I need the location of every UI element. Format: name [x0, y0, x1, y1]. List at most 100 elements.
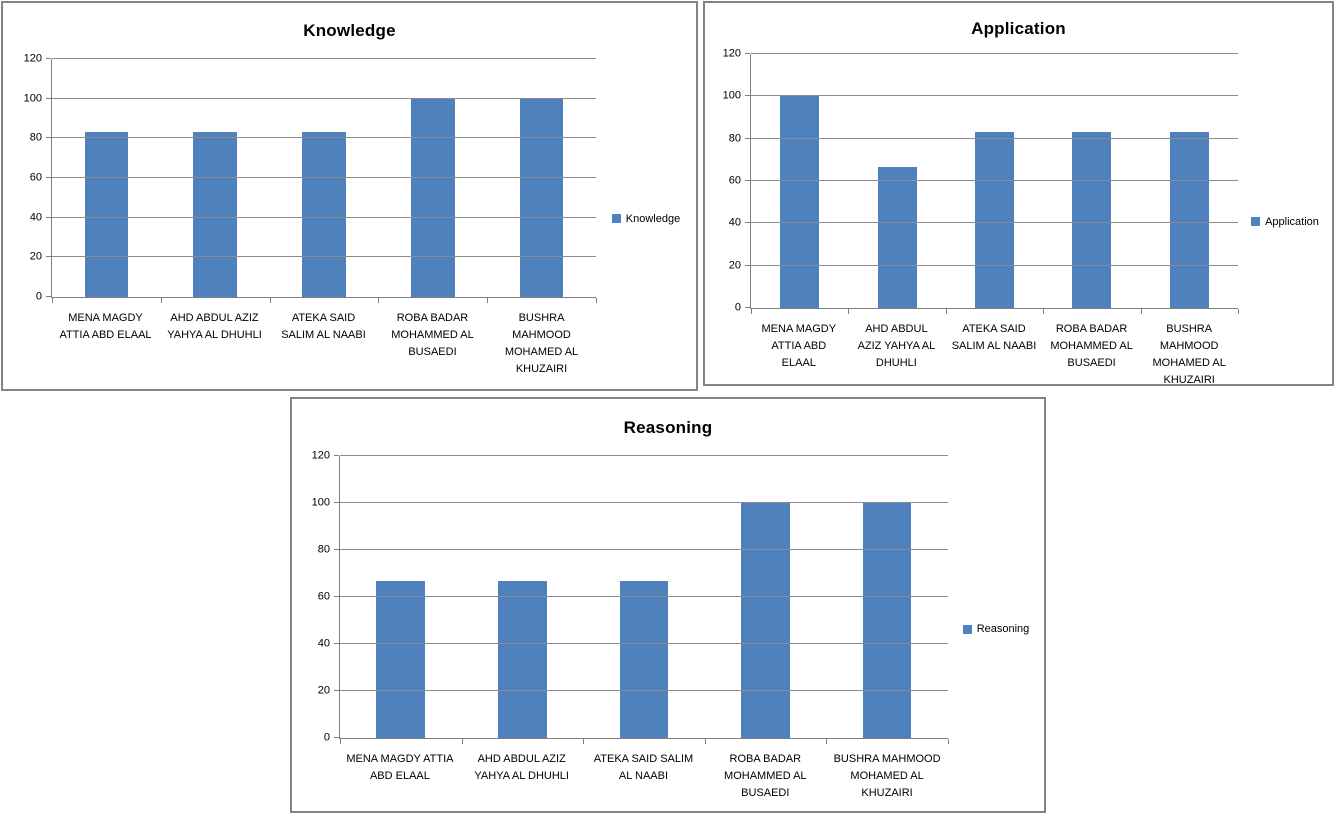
y-axis-tick-mark — [46, 256, 51, 258]
bar-slot — [462, 456, 584, 738]
category-label: BUSHRA MAHMOOD MOHAMED AL KHUZAIRI — [1152, 323, 1226, 387]
gridline — [340, 596, 948, 597]
x-axis-labels: MENA MAGDY ATTIA ABD ELAAL AHD ABDUL AZIZ… — [51, 310, 596, 378]
bar — [741, 503, 790, 738]
gridline — [751, 53, 1238, 54]
y-tick-label: 100 — [311, 496, 330, 509]
reasoning-chart: Reasoning 0 20 40 60 80 100 120 MENA MAGDY ATT… — [290, 397, 1046, 813]
y-axis-tick-mark — [745, 53, 750, 54]
y-axis-tick-mark — [745, 222, 750, 224]
category-label: ATEKA SAID SALIM AL NAABI — [593, 753, 694, 783]
chart-title: Reasoning — [623, 417, 713, 437]
chart-body: 0 20 40 60 80 100 120 MENA MAGDY ATTIA ABD ELA… — [292, 450, 1044, 802]
bar — [1072, 131, 1112, 308]
y-axis-tick-mark — [46, 177, 51, 178]
gridline — [52, 58, 596, 59]
x-axis-tick-mark — [596, 298, 597, 303]
y-axis-tick-mark — [334, 737, 339, 738]
legend: Application — [1238, 216, 1332, 228]
y-tick-label: 0 — [35, 290, 42, 303]
category-label: MENA MAGDY ATTIA ABD ELAAL — [346, 753, 454, 783]
bar-slot — [161, 59, 270, 297]
legend-label: Application — [1265, 215, 1319, 228]
y-axis-tick-labels: 0 20 40 60 80 100 120 — [292, 450, 339, 743]
bars-container — [751, 54, 1238, 308]
gridline — [751, 180, 1238, 181]
y-axis-tick-mark — [46, 97, 51, 99]
legend-swatch-icon — [611, 214, 621, 224]
y-tick-label: 0 — [323, 731, 330, 744]
chart-body: 0 20 40 60 80 100 120 MENA MAGDY ATTIA ABD ELA… — [3, 53, 696, 378]
category-label: MENA MAGDY ATTIA ABD ELAAL — [59, 312, 152, 342]
y-axis-tick-mark — [46, 216, 51, 218]
y-axis-tick-mark — [334, 455, 339, 456]
x-axis-tick-mark — [340, 739, 341, 744]
bar-slot — [583, 456, 705, 738]
category-label: ATEKA SAID SALIM AL NAABI — [281, 312, 366, 342]
category-label: AHD ABDUL AZIZ YAHYA AL DHUHLI — [167, 312, 262, 342]
bar-slot — [1141, 54, 1238, 308]
gridline — [751, 95, 1238, 97]
x-axis-tick-mark — [269, 298, 271, 303]
bar-slot — [487, 59, 596, 297]
gridline — [340, 690, 948, 691]
category-label: BUSHRA MAHMOOD MOHAMED AL KHUZAIRI — [504, 312, 579, 376]
x-axis-labels: MENA MAGDY ATTIA ABD ELAAL AHD ABDUL AZIZ… — [750, 321, 1238, 389]
bar — [193, 131, 237, 297]
y-tick-label: 20 — [29, 250, 42, 263]
category-label: ROBA BADAR MOHAMMED AL BUSAEDI — [1050, 323, 1133, 370]
gridline — [52, 137, 596, 139]
bar — [498, 581, 547, 738]
bar-slot — [848, 54, 945, 308]
y-axis-tick-mark — [334, 549, 339, 550]
y-axis-tick-mark — [334, 690, 339, 691]
bar-slot — [705, 456, 827, 738]
gridline — [52, 97, 596, 99]
bar-slot — [270, 59, 379, 297]
x-axis-tick-mark — [948, 739, 949, 744]
bar-slot — [1043, 54, 1140, 308]
bar — [862, 503, 912, 738]
bar — [411, 98, 455, 297]
x-axis-tick-mark — [945, 309, 947, 314]
bar — [519, 98, 564, 297]
y-tick-label: 60 — [728, 174, 741, 187]
bar-slot — [946, 54, 1043, 308]
legend-label: Knowledge — [625, 212, 681, 225]
category-label: ATEKA SAID SALIM AL NAABI — [951, 323, 1037, 353]
y-tick-label: 120 — [311, 449, 330, 462]
x-axis-tick-mark — [461, 739, 463, 744]
plot-area — [745, 53, 1239, 314]
legend-item: Application — [1251, 216, 1319, 228]
x-axis-tick-mark — [848, 309, 850, 314]
bar-slot — [52, 59, 161, 297]
x-axis-tick-mark — [160, 298, 162, 303]
y-axis-tick-mark — [46, 296, 51, 297]
y-axis-tick-mark — [334, 502, 339, 503]
y-axis-tick-mark — [745, 264, 750, 266]
bar — [84, 131, 129, 297]
y-tick-label: 80 — [317, 543, 330, 556]
y-tick-label: 0 — [734, 301, 741, 314]
gridline — [52, 256, 596, 258]
chart-title: Application — [971, 18, 1066, 38]
y-axis-tick-mark — [745, 95, 750, 97]
bar — [376, 581, 426, 738]
plot-column: MENA MAGDY ATTIA ABD ELAAL AHD ABDUL AZIZ… — [46, 58, 597, 378]
y-tick-label: 40 — [317, 637, 330, 650]
gridline — [52, 177, 596, 178]
legend-item: Knowledge — [611, 212, 681, 225]
category-label: AHD ABDUL AZIZ YAHYA AL DHUHLI — [857, 323, 936, 370]
legend-label: Reasoning — [976, 623, 1030, 636]
plot-area — [46, 58, 597, 303]
legend: Knowledge — [596, 213, 696, 225]
bar — [1169, 131, 1209, 308]
legend-item: Reasoning — [962, 623, 1030, 636]
y-tick-label: 40 — [728, 216, 741, 229]
x-axis-tick-mark — [52, 298, 53, 303]
legend: Reasoning — [948, 623, 1044, 635]
y-tick-label: 60 — [317, 590, 330, 603]
y-axis-tick-mark — [46, 137, 51, 139]
y-tick-label: 40 — [29, 211, 42, 224]
y-tick-label: 20 — [317, 684, 330, 697]
